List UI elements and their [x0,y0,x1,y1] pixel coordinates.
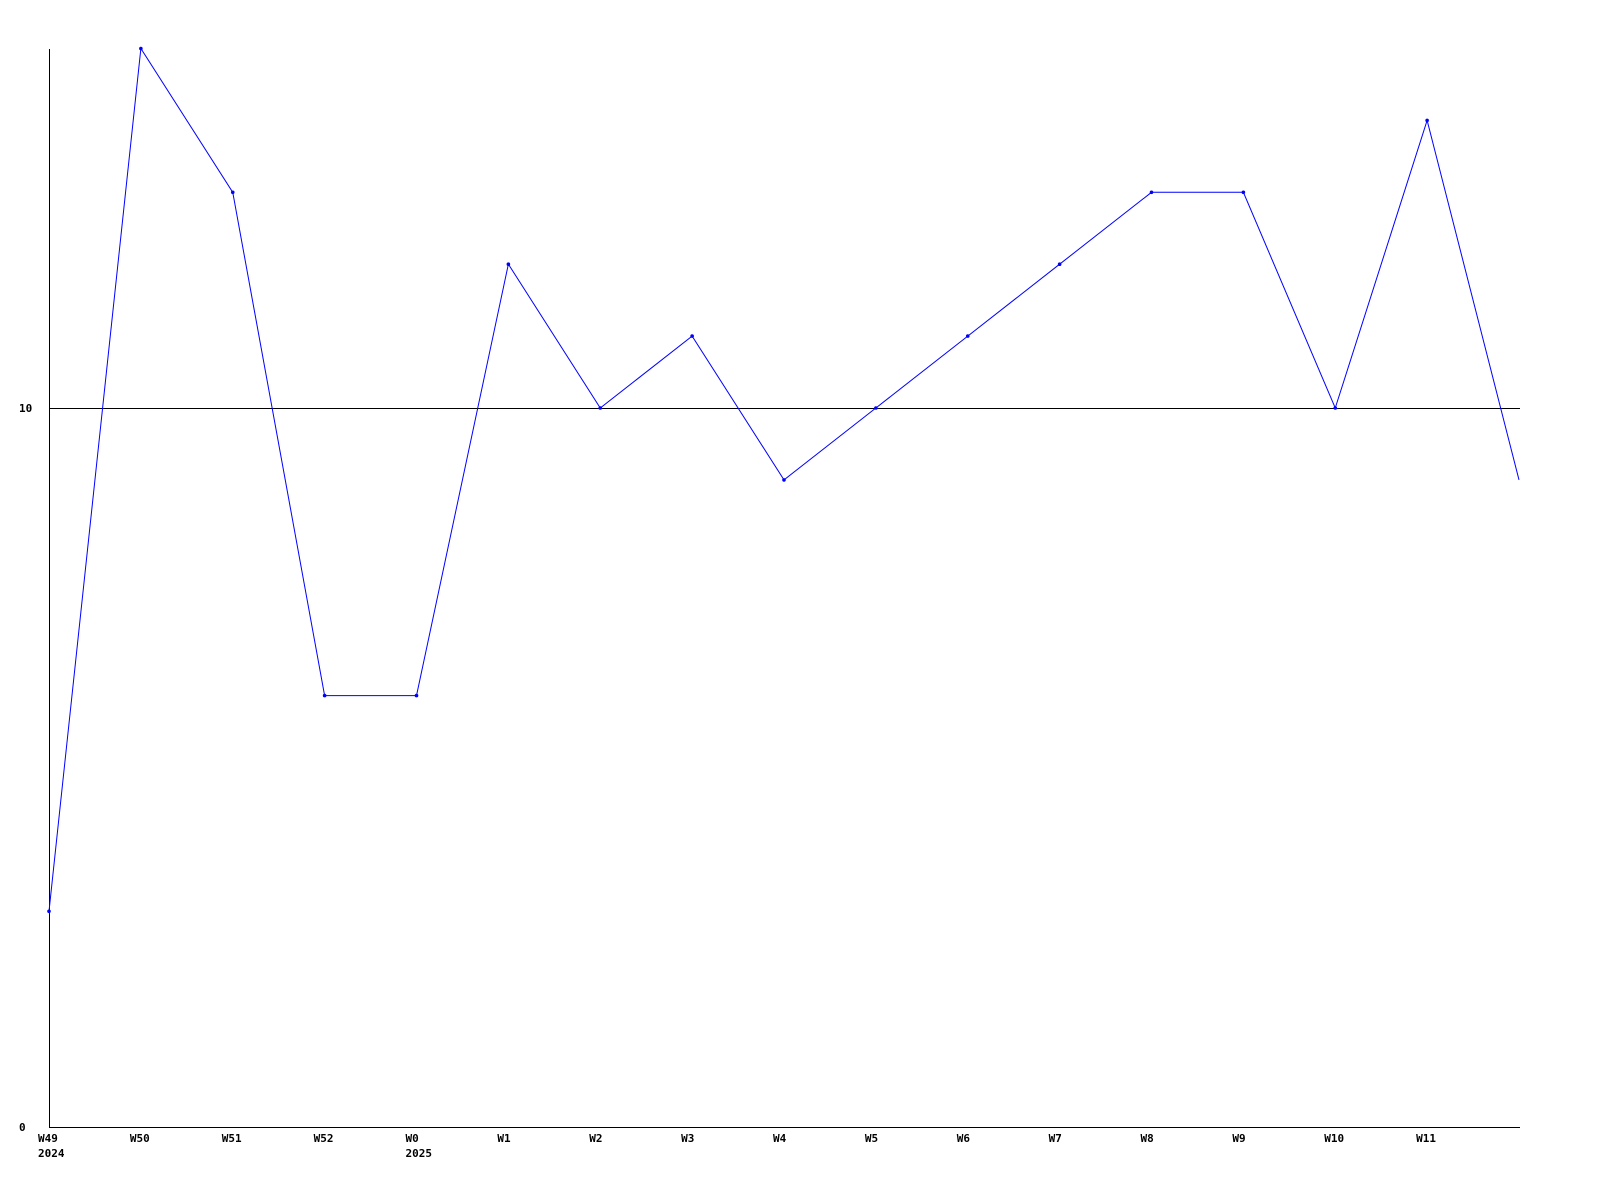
data-point [230,190,235,195]
x-tick-label: W51 [222,1132,242,1145]
data-point [782,478,786,482]
x-tick-label: W8 [1141,1132,1154,1145]
x-tick-label: W11 [1416,1132,1436,1145]
data-point [1057,262,1062,267]
y-tick-label: 10 [19,402,32,415]
data-point [506,262,511,267]
x-tick-label: W5 [865,1132,878,1145]
data-point [1241,190,1246,195]
data-point [965,334,970,338]
data-point [874,406,878,410]
x-tick-label: W10 [1324,1132,1344,1145]
x-tick-label: W9 [1232,1132,1245,1145]
x-tick-label: W7 [1049,1132,1062,1145]
data-point [1425,118,1429,123]
data-point [1149,190,1154,195]
x-tick-label: W0 [406,1132,419,1145]
data-point [47,909,51,914]
year-label: 2024 [38,1147,65,1160]
x-tick-label: W1 [497,1132,511,1145]
x-tick-label: W6 [957,1132,971,1145]
data-point [322,693,327,698]
data-point [598,406,603,410]
x-tick-label: W4 [773,1132,787,1145]
y-tick-label: 0 [19,1121,26,1134]
data-point [1333,406,1338,410]
x-tick-label: W52 [314,1132,334,1145]
data-point [139,46,143,51]
x-tick-label: W2 [589,1132,602,1145]
x-tick-label: W3 [681,1132,694,1145]
data-point [690,334,694,338]
x-tick-label: W49 [38,1132,58,1145]
data-point [414,693,419,698]
x-tick-label: W50 [130,1132,150,1145]
year-label: 2025 [406,1147,433,1160]
